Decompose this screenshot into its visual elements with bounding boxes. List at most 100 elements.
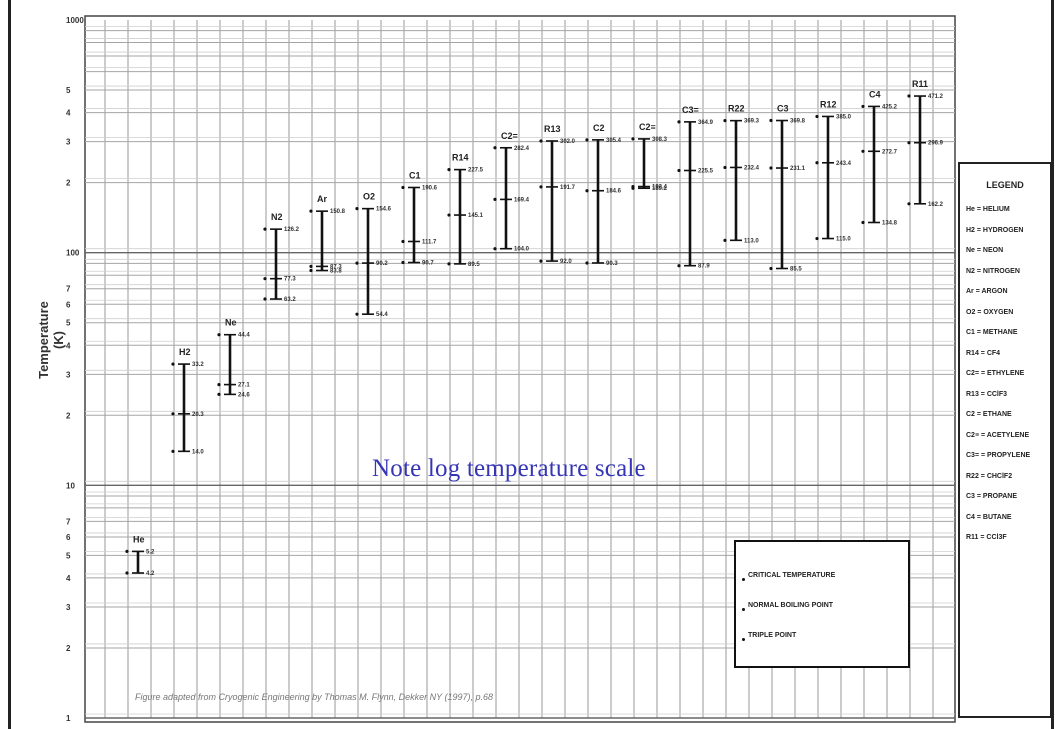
point-marker: [447, 213, 451, 217]
species-label: He: [133, 534, 145, 544]
legend: LEGEND He = HELIUM H2 = HYDROGEN Ne = NE…: [958, 162, 1052, 718]
point-marker: [769, 166, 773, 170]
point-marker: [171, 449, 175, 453]
value-label: 305.4: [606, 138, 622, 144]
value-label: 77.3: [284, 277, 296, 283]
legend-entry: N2 = NITROGEN: [966, 267, 1020, 275]
key-normal-boiling-point: NORMAL BOILING POINT: [748, 602, 834, 609]
key-critical-temperature: CRITICAL TEMPERATURE: [748, 572, 836, 579]
value-label: 87.9: [698, 264, 710, 270]
value-label: 90.2: [376, 261, 388, 267]
point-marker: [263, 297, 267, 301]
value-label: 369.3: [744, 119, 760, 125]
y-tick-label: 4: [66, 341, 71, 350]
species-label: R22: [728, 104, 745, 114]
species-label: C4: [869, 89, 881, 99]
point-marker: [723, 238, 727, 242]
chart-series: 5.2 4.2 He 33.2 20.3 14.0 H2 44.4 27.1 24.6 Ne 126.…: [125, 79, 944, 577]
legend-entry: C2≡ = ACETYLENE: [966, 431, 1030, 439]
point-marker: [815, 236, 819, 241]
value-label: 92.0: [560, 259, 572, 265]
species-label: C3: [777, 104, 789, 114]
y-tick-label: 100: [66, 249, 80, 258]
point-marker: [309, 264, 313, 268]
value-label: 14.0: [192, 449, 204, 455]
point-marker: [907, 141, 911, 145]
point-marker: [677, 120, 681, 124]
y-tick-label: 3: [66, 603, 71, 612]
y-tick-label: 10: [66, 481, 75, 490]
value-label: 111.7: [422, 239, 437, 245]
value-label: 425.2: [882, 104, 898, 110]
key-marker-dot: [742, 608, 745, 611]
value-label: 162.2: [928, 202, 944, 208]
value-label: 90.3: [606, 261, 618, 267]
point-marker: [309, 209, 313, 213]
point-marker: [401, 239, 405, 244]
value-label: 243.4: [836, 161, 852, 167]
y-tick-label: 5: [66, 319, 71, 328]
point-marker: [171, 412, 175, 416]
species-label: N2: [271, 212, 283, 222]
y-tick-label: 2: [66, 411, 71, 420]
value-label: 89.5: [468, 262, 480, 268]
point-marker: [585, 261, 589, 265]
legend-entry: R13 = CClF3: [966, 390, 1008, 398]
value-label: 369.8: [790, 119, 806, 125]
y-tick-label: 4: [66, 574, 71, 583]
point-marker: [355, 261, 359, 265]
y-axis-label: Temperature (K): [36, 301, 66, 379]
y-tick-label: 7: [66, 517, 71, 526]
species-label: Ar: [317, 194, 327, 204]
point-marker: [769, 118, 773, 123]
key-marker-dot: [742, 638, 745, 641]
legend-entry: H2 = HYDROGEN: [966, 226, 1024, 234]
value-label: 5.2: [146, 549, 155, 555]
value-label: 227.5: [468, 168, 484, 174]
value-label: 189.2: [652, 186, 668, 192]
value-label: 134.8: [882, 220, 898, 226]
species-label: C2≡: [639, 122, 656, 132]
value-label: 385.0: [836, 114, 852, 120]
point-marker: [355, 207, 359, 211]
point-marker: [723, 165, 727, 170]
chart-grid: [84, 15, 956, 723]
point-marker: [355, 312, 359, 316]
legend-title: LEGEND: [986, 180, 1024, 190]
point-marker: [171, 362, 175, 366]
species-label: Ne: [225, 318, 237, 328]
y-tick-label: 5: [66, 551, 71, 560]
point-marker: [585, 189, 589, 193]
species-label: C1: [409, 170, 421, 180]
value-label: 24.6: [238, 392, 250, 398]
point-marker: [125, 571, 129, 575]
point-marker: [447, 262, 451, 266]
legend-entry: R11 = CCl3F: [966, 534, 1007, 541]
point-marker: [401, 185, 405, 190]
y-tick-label: 1: [66, 714, 71, 723]
legend-entry: C3= = PROPYLENE: [966, 452, 1031, 459]
point-marker: [677, 264, 681, 268]
legend-entry: R14 = CF4: [966, 349, 1001, 357]
value-label: 44.4: [238, 333, 250, 339]
point-marker: [401, 260, 405, 265]
y-tick-label: 2: [66, 179, 71, 188]
value-label: 296.9: [928, 141, 944, 147]
value-label: 471.2: [928, 94, 944, 100]
point-marker: [493, 146, 497, 150]
point-marker: [907, 94, 911, 98]
legend-entry: C2= = ETHYLENE: [966, 370, 1025, 377]
log-scale-note: Note log temperature scale: [372, 455, 646, 482]
species-label: R13: [544, 124, 561, 134]
species-label: R12: [820, 99, 837, 109]
value-label: 308.3: [652, 137, 668, 143]
legend-entry: C2 = ETHANE: [966, 411, 1012, 418]
y-tick-label: 3: [66, 370, 71, 379]
point-marker: [907, 202, 911, 206]
point-marker: [493, 197, 497, 202]
legend-entry: Ne = NEON: [966, 247, 1004, 254]
y-tick-label: 6: [66, 533, 71, 542]
y-axis-ticks: 1000 5 4 3 2 100 7 6 5 4 3 2 10 7 6 5 4 3 2 1: [66, 16, 84, 723]
value-label: 169.4: [514, 197, 530, 203]
